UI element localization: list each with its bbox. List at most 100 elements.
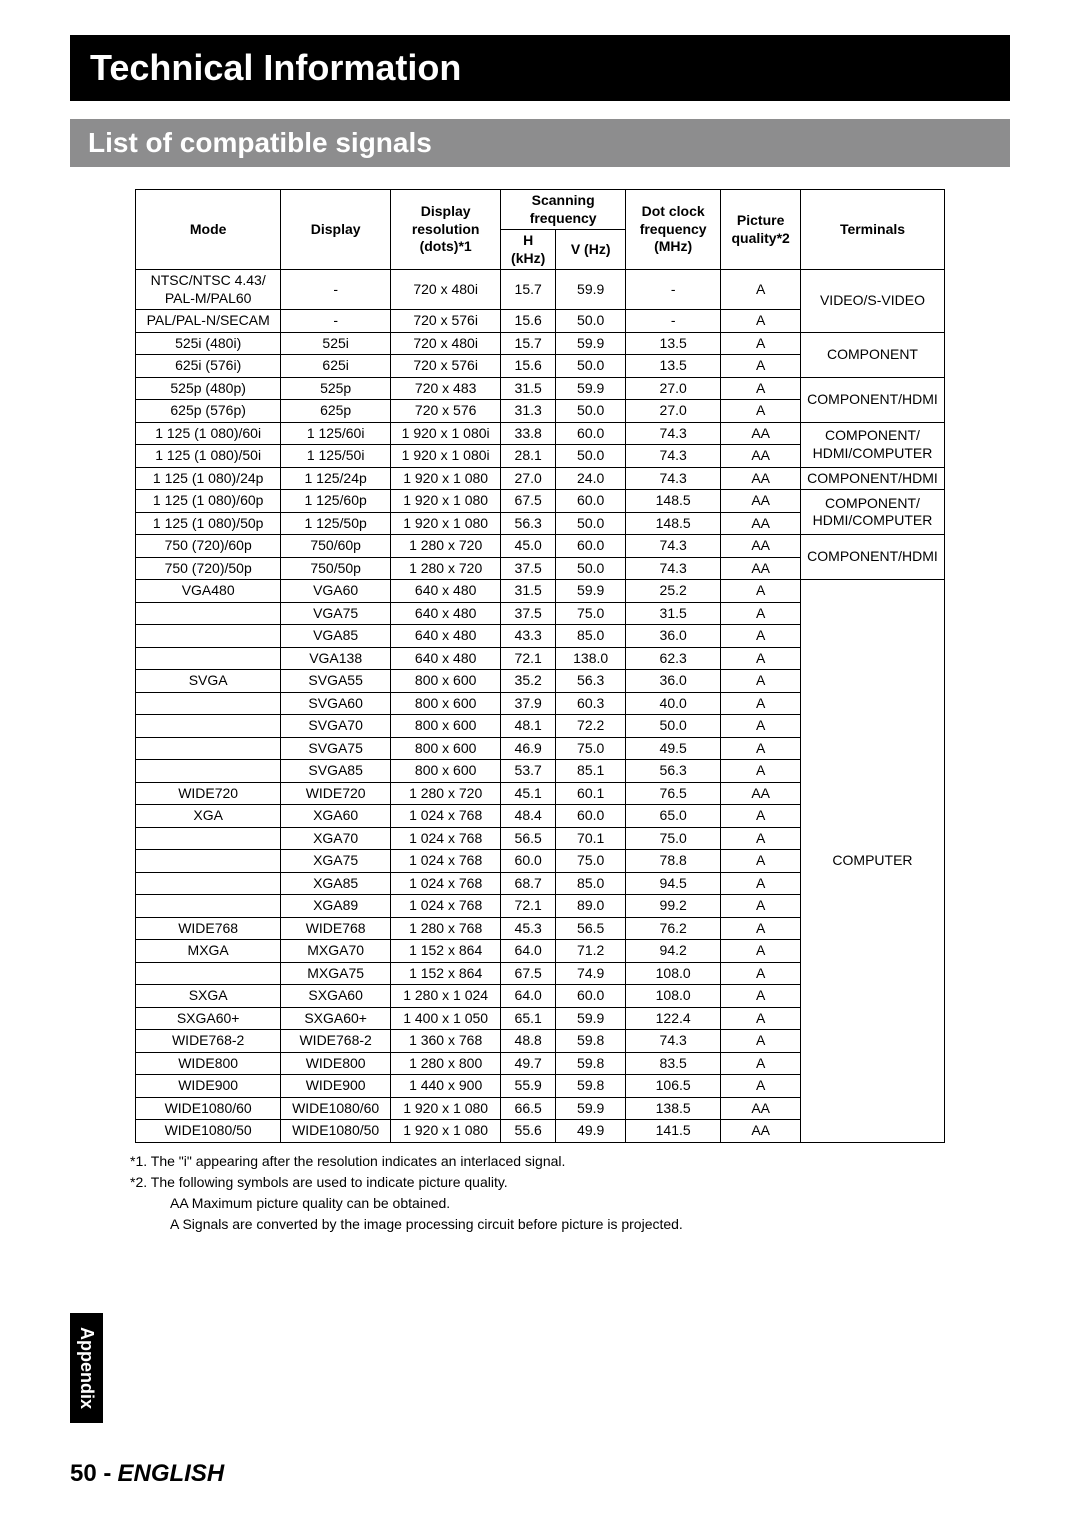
cell-display: XGA60 [281,805,391,828]
cell-pic: A [721,1075,801,1098]
cell-dot: 74.3 [626,422,721,445]
cell-pic: A [721,940,801,963]
table-row: NTSC/NTSC 4.43/ PAL-M/PAL60-720 x 480i15… [136,270,945,310]
cell-h: 31.5 [501,580,556,603]
cell-pic: A [721,1007,801,1030]
cell-dot: 94.2 [626,940,721,963]
cell-dot: 74.3 [626,467,721,490]
th-pic-bot: quality*2 [731,230,789,246]
table-body: NTSC/NTSC 4.43/ PAL-M/PAL60-720 x 480i15… [136,270,945,1143]
cell-mode: 525p (480p) [136,377,281,400]
cell-dot: 76.5 [626,782,721,805]
cell-v: 56.5 [556,917,626,940]
cell-display: 625i [281,355,391,378]
cell-h: 15.7 [501,270,556,310]
cell-res: 640 x 480 [391,625,501,648]
cell-pic: AA [721,422,801,445]
cell-mode: PAL/PAL-N/SECAM [136,310,281,333]
cell-pic: AA [721,467,801,490]
cell-v: 49.9 [556,1120,626,1143]
cell-dot: 25.2 [626,580,721,603]
cell-v: 60.0 [556,490,626,513]
footnote-2b: A Signals are converted by the image pro… [170,1214,1010,1235]
cell-v: 60.3 [556,692,626,715]
cell-dot: 148.5 [626,490,721,513]
signals-table: Mode Display Display resolution (dots)*1… [135,189,945,1143]
th-display: Display [281,190,391,270]
cell-res: 1 360 x 768 [391,1030,501,1053]
cell-dot: 27.0 [626,377,721,400]
cell-pic: A [721,737,801,760]
cell-mode [136,850,281,873]
cell-res: 1 280 x 800 [391,1052,501,1075]
cell-pic: A [721,917,801,940]
cell-dot: 94.5 [626,872,721,895]
cell-h: 48.1 [501,715,556,738]
cell-pic: AA [721,782,801,805]
cell-v: 59.9 [556,1007,626,1030]
cell-pic: A [721,692,801,715]
cell-mode [136,872,281,895]
cell-v: 71.2 [556,940,626,963]
cell-mode: VGA480 [136,580,281,603]
cell-h: 65.1 [501,1007,556,1030]
cell-display: XGA89 [281,895,391,918]
cell-display: WIDE800 [281,1052,391,1075]
cell-h: 72.1 [501,647,556,670]
cell-h: 37.5 [501,602,556,625]
cell-dot: 27.0 [626,400,721,423]
cell-res: 720 x 483 [391,377,501,400]
cell-h: 64.0 [501,940,556,963]
cell-mode: 525i (480i) [136,332,281,355]
cell-display: VGA60 [281,580,391,603]
cell-h: 64.0 [501,985,556,1008]
cell-mode: 1 125 (1 080)/60p [136,490,281,513]
cell-h: 49.7 [501,1052,556,1075]
cell-dot: 138.5 [626,1097,721,1120]
cell-pic: A [721,602,801,625]
cell-h: 15.6 [501,355,556,378]
cell-v: 75.0 [556,850,626,873]
th-dot-bot: (MHz) [654,238,692,254]
cell-v: 59.8 [556,1052,626,1075]
cell-v: 75.0 [556,737,626,760]
cell-pic: A [721,355,801,378]
cell-display: - [281,270,391,310]
cell-pic: AA [721,557,801,580]
cell-res: 1 024 x 768 [391,872,501,895]
cell-h: 53.7 [501,760,556,783]
table-row: 525p (480p)525p720 x 48331.559.927.0ACOM… [136,377,945,400]
page-number: 50 - [70,1460,111,1487]
cell-h: 31.3 [501,400,556,423]
cell-h: 55.9 [501,1075,556,1098]
cell-display: 625p [281,400,391,423]
cell-pic: AA [721,445,801,468]
cell-pic: A [721,985,801,1008]
th-dotclock: Dot clock frequency (MHz) [626,190,721,270]
cell-pic: A [721,625,801,648]
cell-pic: A [721,805,801,828]
footnote-1: *1. The "i" appearing after the resoluti… [130,1151,1010,1172]
cell-mode: WIDE1080/60 [136,1097,281,1120]
cell-dot: 56.3 [626,760,721,783]
cell-mode [136,715,281,738]
cell-dot: 74.3 [626,445,721,468]
cell-res: 720 x 576i [391,355,501,378]
cell-v: 72.2 [556,715,626,738]
cell-dot: 40.0 [626,692,721,715]
cell-display: SXGA60+ [281,1007,391,1030]
cell-res: 1 920 x 1 080 [391,1097,501,1120]
cell-res: 1 024 x 768 [391,895,501,918]
cell-v: 50.0 [556,355,626,378]
cell-term: COMPONENT/ HDMI/COMPUTER [801,490,945,535]
cell-res: 1 280 x 768 [391,917,501,940]
cell-res: 720 x 480i [391,332,501,355]
table-row: 1 125 (1 080)/24p1 125/24p1 920 x 1 0802… [136,467,945,490]
cell-h: 67.5 [501,490,556,513]
cell-v: 56.3 [556,670,626,693]
cell-v: 70.1 [556,827,626,850]
cell-res: 640 x 480 [391,647,501,670]
cell-dot: 49.5 [626,737,721,760]
cell-pic: A [721,647,801,670]
cell-h: 45.3 [501,917,556,940]
